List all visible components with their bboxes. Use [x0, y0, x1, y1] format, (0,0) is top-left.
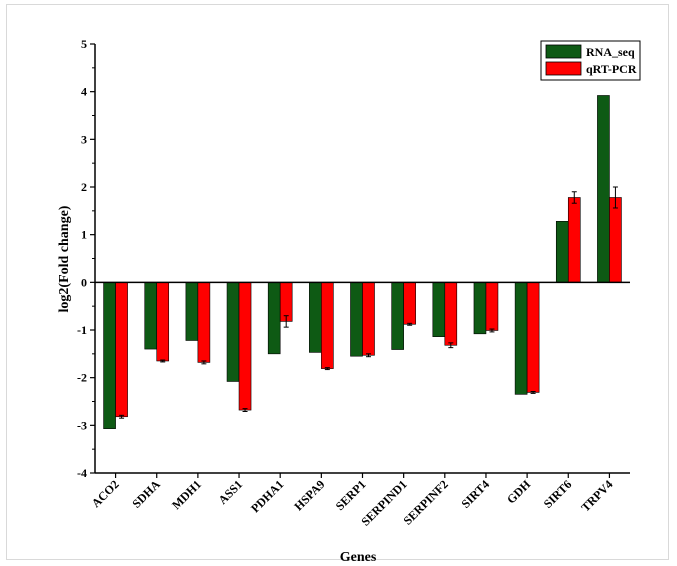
- x-tick-label-ass1: ASS1: [215, 477, 245, 507]
- y-axis-title: log2(Fold change): [57, 205, 72, 312]
- bar-qrt-pcr-sirt4: [485, 282, 499, 331]
- x-axis-title: Genes: [340, 550, 377, 565]
- bar-rna-seq-aco2: [103, 282, 116, 429]
- y-ticks-layer: -4 -3 -2 -1 0 1 2 3 4 5: [77, 37, 95, 480]
- x-tick-label-pdha1: PDHA1: [248, 477, 286, 515]
- bar-rna-seq-serpinf2: [432, 282, 446, 337]
- bar-rna-seq-sdha: [144, 282, 158, 350]
- legend: RNA_seq qRT-PCR: [540, 40, 641, 81]
- bar-rna-seq-serp1: [350, 282, 363, 357]
- x-tick-label-serpinf2: SERPINF2: [400, 477, 450, 527]
- y-tick-label: -3: [77, 418, 87, 432]
- bar-rna-seq-sirt4: [473, 282, 487, 335]
- legend-swatch-qrt-pcr: [545, 61, 582, 76]
- bar-qrt-pcr-gdh: [526, 282, 540, 393]
- x-tick-label-hspa9: HSPA9: [291, 477, 327, 513]
- x-tick-label-serp1: SERP1: [333, 477, 369, 513]
- bar-qrt-pcr-trpv4: [609, 197, 622, 283]
- bar-rna-seq-sirt6: [555, 221, 569, 283]
- y-tick-label: 4: [81, 85, 87, 99]
- x-tick-label-trpv4: TRPV4: [578, 477, 615, 514]
- bars-layer: [103, 95, 622, 429]
- x-tick-label-sirt6: SIRT6: [541, 477, 575, 511]
- axes-layer: [94, 44, 630, 474]
- bar-qrt-pcr-sdha: [156, 282, 170, 362]
- x-tick-label-sirt4: SIRT4: [458, 477, 492, 511]
- x-tick-label-sdha: SDHA: [129, 477, 163, 511]
- y-tick-label: 1: [81, 228, 87, 242]
- bar-qrt-pcr-mdh1: [197, 282, 211, 363]
- y-tick-label: -2: [77, 371, 87, 385]
- bar-qrt-pcr-aco2: [115, 282, 128, 418]
- bar-qrt-pcr-serpind1: [403, 282, 416, 325]
- bar-rna-seq-trpv4: [597, 95, 610, 283]
- bar-qrt-pcr-ass1: [238, 282, 252, 411]
- bar-qrt-pcr-serp1: [362, 282, 375, 356]
- bar-rna-seq-serpind1: [391, 282, 404, 350]
- y-tick-label: 2: [81, 180, 87, 194]
- bar-rna-seq-pdha1: [267, 282, 281, 355]
- bar-rna-seq-gdh: [514, 282, 528, 395]
- x-tick-label-mdh1: MDH1: [169, 477, 204, 512]
- y-tick-label: -4: [77, 466, 87, 480]
- bar-rna-seq-ass1: [226, 282, 240, 382]
- x-tick-label-aco2: ACO2: [89, 477, 122, 510]
- error-bars-layer: [119, 186, 618, 419]
- x-tick-label-gdh: GDH: [504, 477, 534, 507]
- bar-qrt-pcr-hspa9: [321, 282, 334, 369]
- y-tick-label: 3: [81, 132, 87, 146]
- bar-qrt-pcr-serpinf2: [444, 282, 458, 346]
- legend-label-qrt-pcr: qRT-PCR: [586, 62, 637, 76]
- y-tick-label: -1: [77, 323, 87, 337]
- bar-rna-seq-hspa9: [309, 282, 322, 353]
- bar-rna-seq-mdh1: [185, 282, 199, 341]
- legend-label-rna-seq: RNA_seq: [586, 45, 635, 59]
- x-ticks-layer: ACO2 SDHA MDH1 ASS1 PDHA1 HSPA9 SERP1SERPIND1S…: [89, 473, 616, 529]
- y-tick-label: 0: [81, 275, 87, 289]
- y-tick-label: 5: [81, 37, 87, 51]
- bar-qrt-pcr-sirt6: [567, 197, 581, 283]
- legend-swatch-rna-seq: [545, 44, 582, 59]
